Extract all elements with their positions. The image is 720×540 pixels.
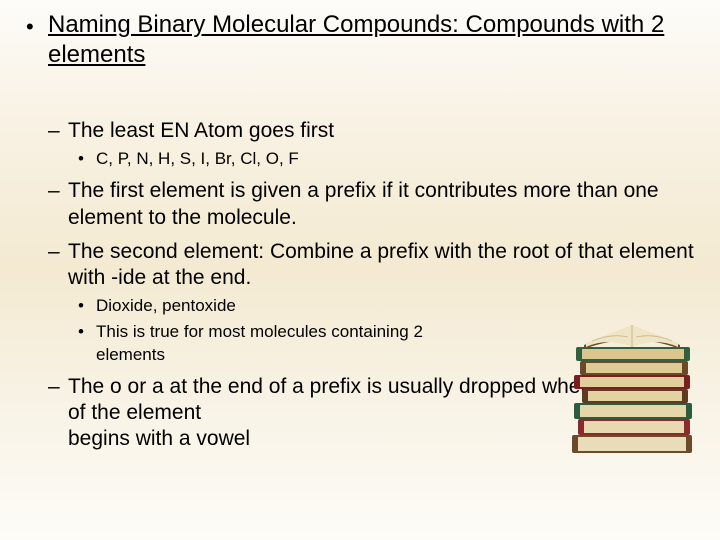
bullet-icon: •: [26, 16, 34, 38]
point-drop-vowel-cont: begins with a vowel: [48, 426, 700, 452]
point-drop-vowel: The o or a at the end of a prefix is usu…: [48, 374, 700, 427]
point-first-element: The first element is given a prefix if i…: [48, 178, 700, 231]
slide-title: Naming Binary Molecular Compounds: Compo…: [48, 10, 696, 70]
slide: • Naming Binary Molecular Compounds: Com…: [0, 0, 720, 540]
point-second-element: The second element: Combine a prefix wit…: [48, 239, 700, 292]
point-true-for-most: This is true for most molecules containi…: [48, 321, 700, 343]
point-element-list: C, P, N, H, S, I, Br, Cl, O, F: [48, 148, 700, 170]
title-block: • Naming Binary Molecular Compounds: Com…: [48, 10, 696, 70]
body-content: The least EN Atom goes first C, P, N, H,…: [48, 110, 700, 452]
point-examples: Dioxide, pentoxide: [48, 295, 700, 317]
point-true-for-most-cont: elements: [48, 344, 700, 366]
point-least-en: The least EN Atom goes first: [48, 118, 700, 144]
